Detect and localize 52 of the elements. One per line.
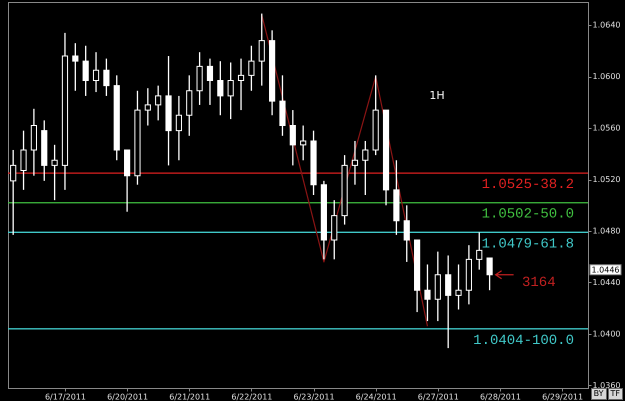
candlestick: [52, 144, 58, 201]
candlestick: [362, 140, 368, 196]
y-tick-label: 1.0600: [592, 72, 620, 82]
y-tick-label: 1.0360: [592, 380, 620, 390]
x-tick-label: 6/17/2011: [44, 392, 86, 401]
candlestick: [217, 60, 224, 116]
candlestick: [228, 62, 234, 120]
y-tick-label: 1.0400: [592, 329, 620, 338]
candlestick: [206, 58, 214, 106]
x-tick-label: 6/22/2011: [231, 392, 272, 401]
ref-line-label: 1.0525-38.2: [482, 177, 574, 194]
candlestick: [92, 52, 100, 93]
y-tick-label: 1.0440: [592, 278, 620, 287]
candlestick: [176, 95, 182, 161]
candlestick: [404, 204, 410, 263]
candlestick: [455, 264, 462, 310]
candlestick: [82, 45, 89, 97]
x-tick-label: 6/24/2011: [356, 392, 397, 401]
x-tick-label: 6/27/2011: [418, 392, 459, 401]
ref-line-label: 1.0404-100.0: [473, 332, 574, 349]
candlestick: [10, 149, 16, 236]
text: 1.0446: [592, 265, 620, 274]
y-tick-label: 1.0480: [592, 226, 620, 236]
candlestick: [248, 45, 254, 92]
candlestick: [72, 42, 78, 92]
annotation: 1H: [429, 89, 445, 102]
candlestick: [238, 58, 244, 111]
candlestick: [290, 109, 296, 166]
y-tick-label: 1.0520: [592, 175, 620, 184]
candlestick: [300, 124, 306, 161]
candlestick: [476, 232, 482, 270]
candlestick: [352, 140, 358, 186]
ref-line-label: 1.0502-50.0: [482, 206, 574, 223]
candlestick: [20, 130, 27, 191]
candlestick: [258, 12, 265, 86]
candlestick: [155, 84, 162, 122]
candlestick: [103, 58, 110, 97]
x-tick-label: 6/21/2011: [169, 392, 210, 401]
x-tick-label: 6/29/2011: [542, 392, 584, 401]
x-tick-label: 6/28/2011: [480, 392, 521, 401]
x-tick-label: 6/23/2011: [294, 392, 335, 401]
y-tick-label: 1.0640: [592, 20, 620, 30]
x-tick-label: 6/20/2011: [107, 392, 148, 401]
y-tick-label: 1.0560: [592, 124, 620, 133]
candlestick: [445, 254, 452, 349]
candlestick: [486, 257, 493, 291]
text: TF: [608, 388, 623, 400]
annotation: 3164: [522, 274, 556, 291]
text: BY: [590, 388, 606, 400]
candlestick: [424, 264, 431, 322]
ref-line-label: 1.0479-61.8: [482, 236, 574, 252]
candlestick: [144, 88, 151, 126]
